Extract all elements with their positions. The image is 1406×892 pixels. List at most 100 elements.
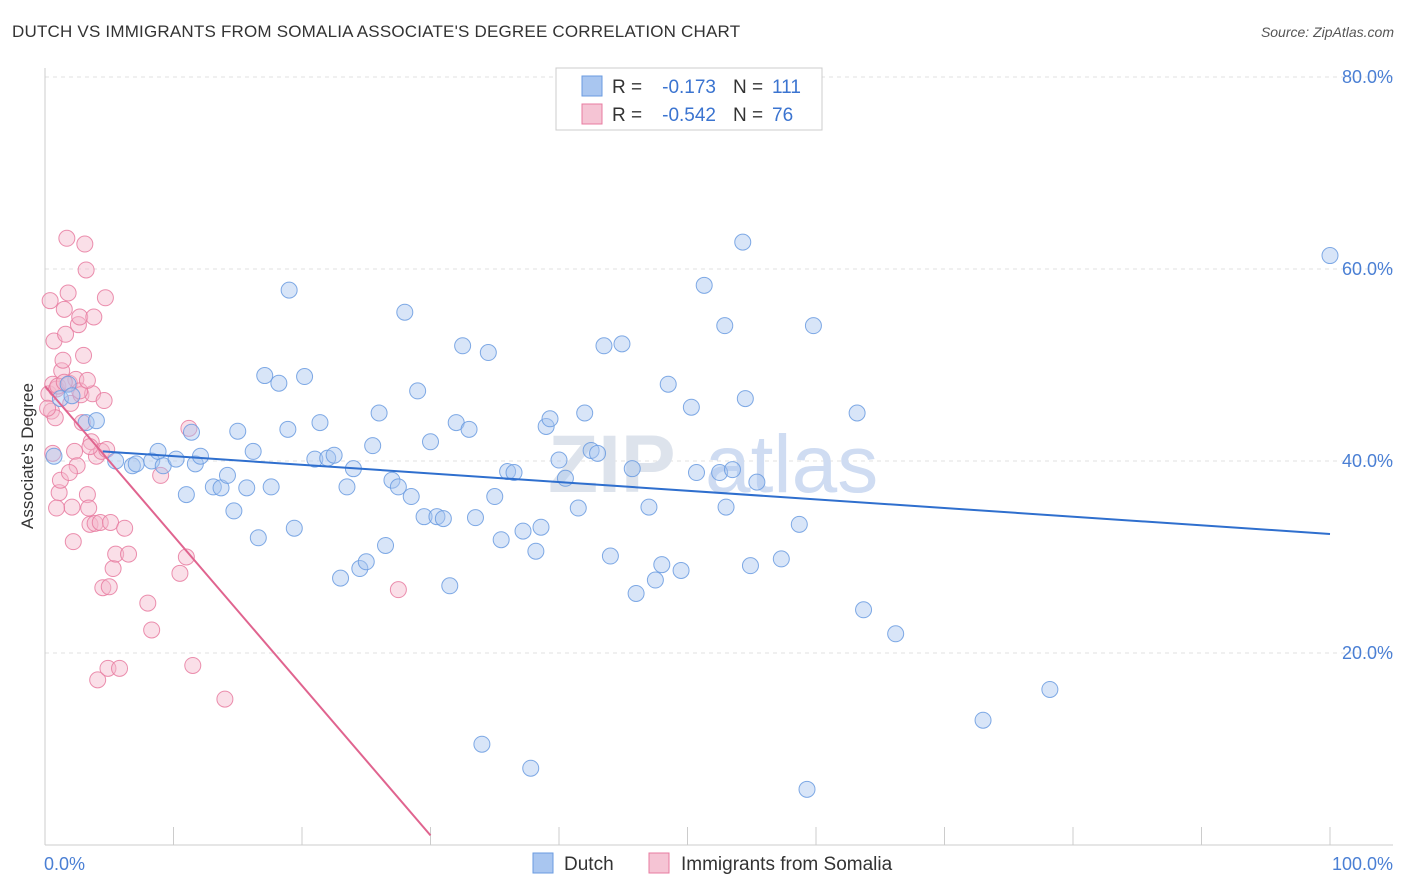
y-tick-label: 80.0% <box>1342 67 1393 87</box>
dutch-point <box>225 502 243 520</box>
y-tick-label: 60.0% <box>1342 259 1393 279</box>
chart-title: DUTCH VS IMMIGRANTS FROM SOMALIA ASSOCIA… <box>12 22 741 41</box>
dutch-point <box>623 460 641 478</box>
dutch-point <box>734 233 752 251</box>
dutch-point <box>218 466 236 484</box>
dutch-point <box>357 553 375 571</box>
somalia-series <box>39 229 407 708</box>
dutch-point <box>460 420 478 438</box>
dutch-point <box>149 442 167 460</box>
somalia-point <box>78 371 96 389</box>
stats-legend: R = -0.173 N = 111 R = -0.542 N = 76 <box>555 67 823 131</box>
dutch-point <box>522 759 540 777</box>
legend-n-label-dutch: N = <box>733 77 763 98</box>
somalia-point <box>107 545 125 563</box>
dutch-point <box>473 735 491 753</box>
dutch-point <box>244 442 262 460</box>
somalia-point <box>152 466 170 484</box>
somalia-point <box>60 464 78 482</box>
legend-n-value-somalia: 76 <box>772 105 793 126</box>
somalia-point <box>63 498 81 516</box>
dutch-point <box>306 450 324 468</box>
somalia-point <box>104 560 122 578</box>
dutch-point <box>1041 680 1059 698</box>
somalia-point <box>86 514 104 532</box>
dutch-point <box>798 780 816 798</box>
dutch-point <box>409 382 427 400</box>
dutch-point <box>672 561 690 579</box>
dutch-point <box>627 584 645 602</box>
trend-lines <box>44 385 1331 837</box>
somalia-point <box>85 308 103 326</box>
legend-r-label-dutch: R = <box>612 77 642 98</box>
y-tick-label: 20.0% <box>1342 643 1393 663</box>
dutch-point <box>377 536 395 554</box>
dutch-point <box>332 569 350 587</box>
somalia-point <box>389 581 407 599</box>
dutch-point <box>1321 247 1339 265</box>
dutch-point <box>351 560 369 578</box>
somalia-point <box>41 292 59 310</box>
somalia-point <box>171 564 189 582</box>
dutch-point <box>296 368 314 386</box>
dutch-series <box>45 233 1339 798</box>
dutch-point <box>338 478 356 496</box>
dutch-point <box>695 276 713 294</box>
somalia-point <box>102 513 120 531</box>
somalia-point <box>81 438 99 456</box>
dutch-point <box>285 519 303 537</box>
dutch-point <box>63 387 81 405</box>
dutch-point <box>848 404 866 422</box>
somalia-point <box>111 659 129 677</box>
dutch-point <box>182 423 200 441</box>
dutch-point <box>716 317 734 335</box>
watermark-zip: ZIP <box>548 419 676 510</box>
dutch-point <box>466 509 484 527</box>
dutch-point <box>434 510 452 528</box>
dutch-point <box>415 508 433 526</box>
somalia-point <box>48 499 66 517</box>
dutch-point <box>389 478 407 496</box>
series-legend-label-somalia: Immigrants from Somalia <box>681 854 893 875</box>
dutch-point <box>576 404 594 422</box>
dutch-point <box>723 461 741 479</box>
somalia-point <box>95 392 113 410</box>
legend-swatch-somalia <box>581 103 603 125</box>
legend-n-label-somalia: N = <box>733 105 763 126</box>
dutch-point <box>855 601 873 619</box>
somalia-point <box>77 261 95 279</box>
dutch-point <box>486 488 504 506</box>
somalia-point <box>143 621 161 639</box>
dutch-point <box>653 556 671 574</box>
somalia-point <box>58 229 76 247</box>
somalia-point <box>75 346 93 364</box>
somalia-point <box>59 284 77 302</box>
dutch-point <box>229 422 247 440</box>
dutch-point <box>280 281 298 299</box>
dutch-point <box>537 417 555 435</box>
dutch-point <box>741 557 759 575</box>
somalia-point <box>54 351 72 369</box>
legend-swatch-dutch <box>581 75 603 97</box>
somalia-point <box>57 325 75 343</box>
legend-n-value-dutch: 111 <box>772 77 801 98</box>
dutch-point <box>748 473 766 491</box>
dutch-point <box>422 433 439 451</box>
dutch-point <box>479 344 497 362</box>
somalia-point <box>64 533 82 551</box>
dutch-point <box>659 375 677 393</box>
dutch-point <box>256 367 274 385</box>
somalia-point <box>44 444 62 462</box>
series-legend: Dutch Immigrants from Somalia <box>532 852 893 875</box>
dutch-point <box>974 711 992 729</box>
legend-r-value-dutch: -0.173 <box>662 77 716 98</box>
y-axis-label: Associate's Degree <box>18 383 37 529</box>
dutch-point <box>595 337 613 355</box>
dutch-point <box>428 508 446 526</box>
dutch-point <box>589 444 607 462</box>
dutch-point <box>402 488 420 506</box>
grid-lines <box>45 76 1393 654</box>
somalia-point <box>99 659 117 677</box>
dutch-point <box>514 522 532 540</box>
somalia-point <box>55 300 73 318</box>
